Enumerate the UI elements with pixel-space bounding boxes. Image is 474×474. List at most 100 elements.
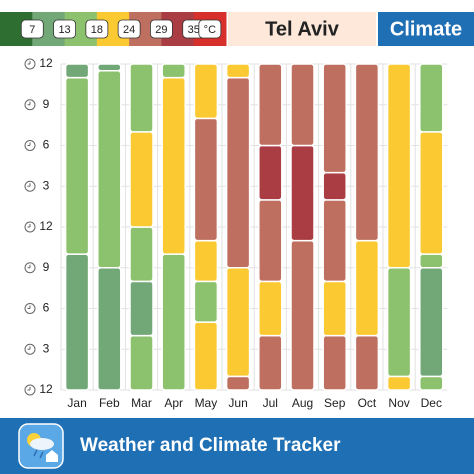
y-tick-label: 9 <box>43 260 50 274</box>
x-tick-label: Oct <box>358 396 377 410</box>
segment <box>225 267 251 378</box>
segment <box>64 253 90 391</box>
x-tick-label: Sep <box>324 396 346 410</box>
segment <box>419 131 444 255</box>
segment <box>193 239 219 283</box>
segment <box>322 63 347 174</box>
segment <box>225 63 251 79</box>
x-tick-label: Aug <box>292 396 313 410</box>
y-tick-label: 12 <box>39 219 53 233</box>
y-tick-label: 6 <box>43 138 50 152</box>
segment <box>290 63 315 147</box>
segment <box>193 63 219 120</box>
legend-label-box <box>20 19 44 39</box>
segment <box>129 280 154 337</box>
segment <box>193 117 219 242</box>
y-tick-label: 9 <box>43 97 50 111</box>
x-tick-label: May <box>195 396 218 410</box>
segment <box>419 267 444 378</box>
segment <box>386 63 412 269</box>
legend-label-box <box>150 19 173 39</box>
segment <box>419 375 444 391</box>
segment <box>322 171 347 201</box>
segment <box>97 63 122 72</box>
segment <box>161 76 186 255</box>
badge-box <box>378 12 474 46</box>
clock-hands <box>27 264 31 269</box>
y-tick-label: 3 <box>43 341 50 355</box>
badge: Climate <box>390 18 462 40</box>
segment <box>322 199 347 283</box>
segment <box>290 239 315 391</box>
x-tick-label: Jul <box>263 396 278 410</box>
clock-hands <box>27 346 31 350</box>
x-tick-label: Jan <box>67 396 86 410</box>
legend-label: 13 <box>58 24 70 36</box>
segment <box>419 63 444 133</box>
footer-title: Weather and Climate Tracker <box>80 435 341 456</box>
segment <box>64 76 90 255</box>
title: Tel Aviv <box>265 18 340 40</box>
segment <box>354 239 380 337</box>
segment <box>161 253 186 391</box>
x-tick-label: Mar <box>131 396 152 410</box>
x-tick-label: Nov <box>388 396 409 410</box>
segment <box>322 334 347 391</box>
segment <box>129 63 154 133</box>
segment <box>64 63 90 79</box>
segment <box>129 334 154 391</box>
segment <box>322 280 347 337</box>
legend: 7 13 18 24 29 35 °C <box>0 12 227 46</box>
segment <box>419 253 444 269</box>
legend-label: 35 <box>188 24 200 36</box>
clock-hands <box>27 224 31 228</box>
x-tick-label: Jun <box>228 396 247 410</box>
y-tick-label: 12 <box>39 382 53 396</box>
segment <box>193 280 219 323</box>
x-tick-label: Dec <box>421 396 442 410</box>
segment <box>97 70 122 269</box>
y-tick-label: 12 <box>39 56 53 70</box>
segment <box>258 280 283 337</box>
legend-label-box <box>198 19 222 39</box>
clock-hands <box>27 387 31 391</box>
segment <box>225 375 251 391</box>
clock-hands <box>27 142 31 146</box>
legend-label: 24 <box>123 24 135 36</box>
legend-label: 29 <box>155 24 167 36</box>
y-tick-label: 6 <box>43 301 50 315</box>
segment <box>193 321 219 391</box>
segment <box>258 334 283 391</box>
segment <box>129 226 154 283</box>
segment <box>290 144 315 242</box>
app-icon <box>18 423 64 469</box>
clock-hands <box>27 305 31 309</box>
segment <box>258 144 283 201</box>
segment <box>225 76 251 269</box>
clock-hands <box>27 183 31 187</box>
legend-label: 18 <box>91 24 103 36</box>
segment <box>386 267 412 378</box>
y-tick-label: 3 <box>43 178 50 192</box>
title-box <box>228 12 376 46</box>
footer <box>0 418 474 474</box>
segment <box>354 63 380 242</box>
segment <box>386 375 412 391</box>
plot: 12 3 6 9 12 3 6 9 12 Jan Feb Mar Apr May Jun Jul Aug Sep O… <box>24 56 448 410</box>
segment <box>354 334 380 391</box>
legend-label-box <box>53 19 76 39</box>
segment <box>97 267 122 391</box>
clock-hands <box>27 61 31 65</box>
segment <box>129 131 154 228</box>
legend-label-box <box>85 19 109 39</box>
clock-hands <box>27 101 31 106</box>
segment <box>258 63 283 147</box>
legend-label-box <box>117 19 141 39</box>
segment <box>161 63 186 79</box>
x-tick-label: Feb <box>99 396 120 410</box>
x-tick-label: Apr <box>164 396 183 410</box>
segment <box>258 199 283 283</box>
legend-label: °C <box>204 24 216 36</box>
legend-label: 7 <box>29 24 35 36</box>
